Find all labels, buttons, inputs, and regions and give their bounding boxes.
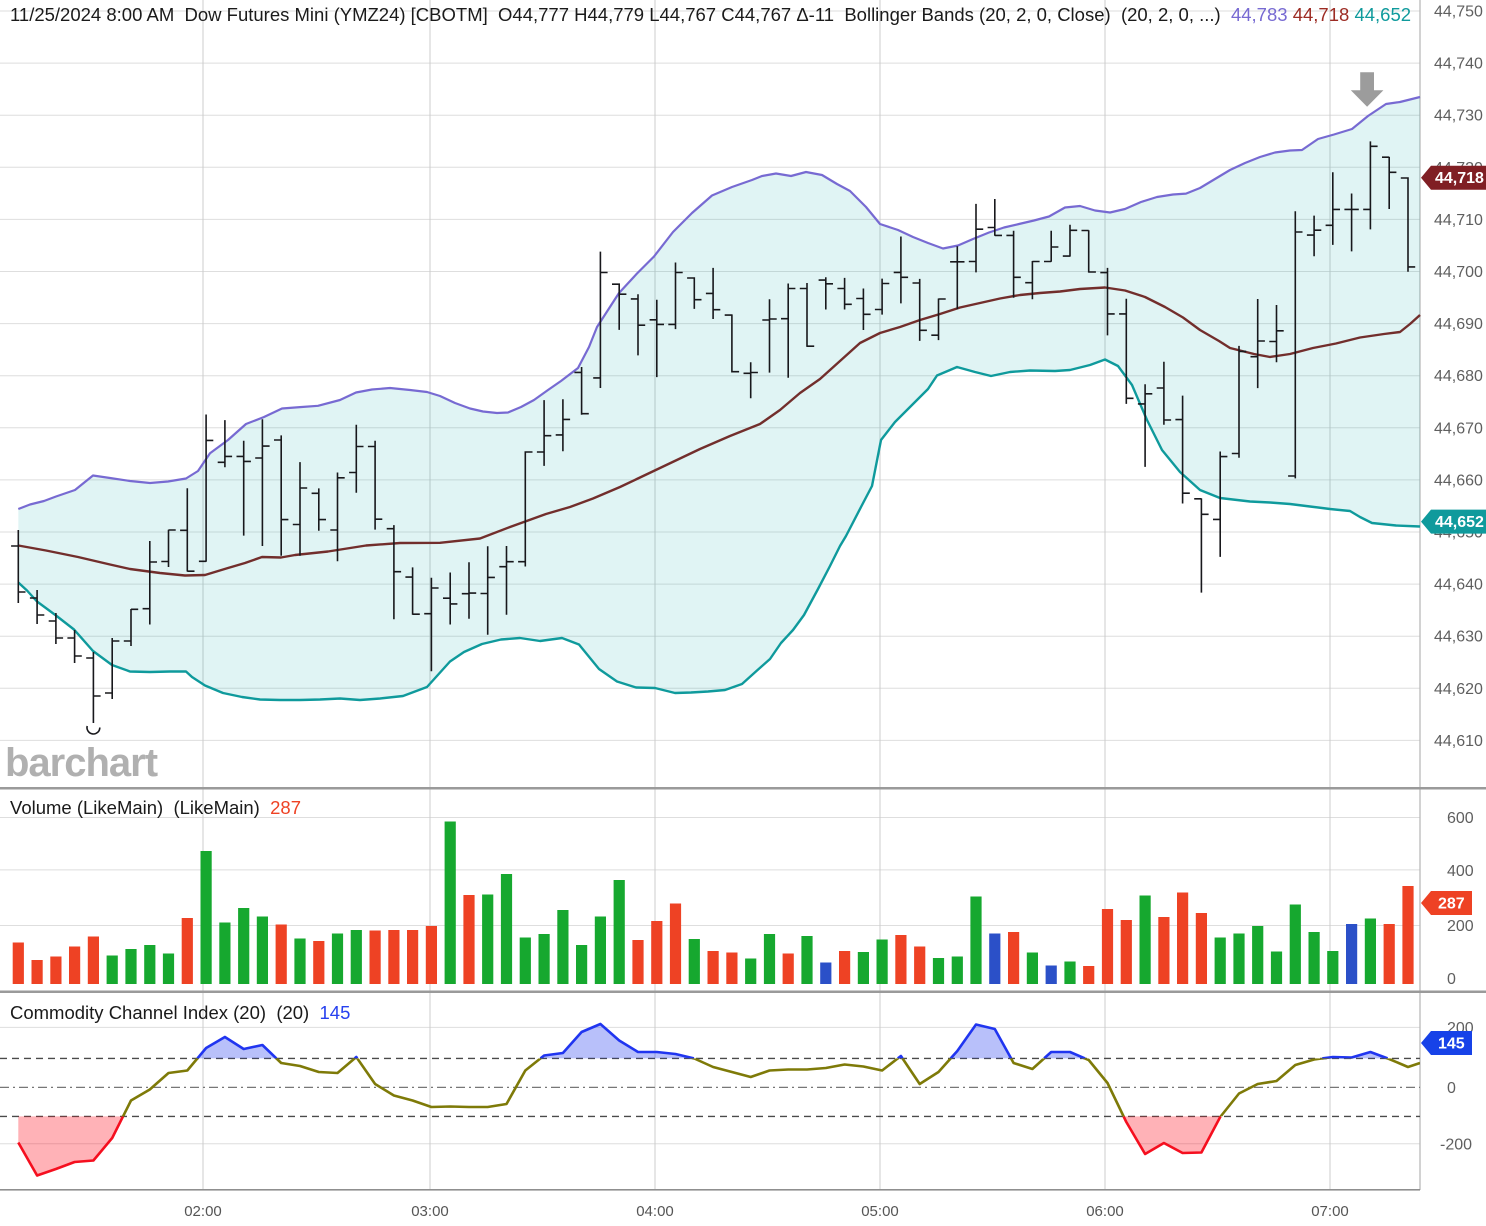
- svg-text:44,730: 44,730: [1434, 108, 1483, 125]
- svg-text:11/25/2024 8:00 AM Dow Future: 11/25/2024 8:00 AM Dow Futures Mini (YMZ…: [10, 4, 1411, 25]
- svg-text:44,630: 44,630: [1434, 629, 1483, 646]
- svg-text:44,750: 44,750: [1434, 4, 1483, 21]
- svg-text:-200: -200: [1440, 1137, 1472, 1154]
- svg-text:03:00: 03:00: [411, 1203, 449, 1220]
- svg-text:44,718: 44,718: [1435, 170, 1484, 187]
- svg-text:07:00: 07:00: [1311, 1203, 1349, 1220]
- svg-text:0: 0: [1447, 971, 1456, 988]
- svg-text:44,620: 44,620: [1434, 681, 1483, 698]
- svg-text:05:00: 05:00: [861, 1203, 899, 1220]
- svg-text:44,652: 44,652: [1435, 514, 1484, 531]
- svg-text:400: 400: [1447, 863, 1474, 880]
- svg-text:44,680: 44,680: [1434, 368, 1483, 385]
- svg-text:0: 0: [1447, 1080, 1456, 1097]
- svg-text:44,610: 44,610: [1434, 733, 1483, 750]
- svg-text:44,670: 44,670: [1434, 420, 1483, 437]
- svg-text:44,710: 44,710: [1434, 212, 1483, 229]
- svg-text:Volume (LikeMain) (LikeMain): Volume (LikeMain) (LikeMain) 287: [10, 797, 301, 818]
- svg-text:200: 200: [1447, 918, 1474, 935]
- svg-text:44,700: 44,700: [1434, 264, 1483, 281]
- svg-text:02:00: 02:00: [184, 1203, 222, 1220]
- svg-text:600: 600: [1447, 810, 1474, 827]
- svg-text:04:00: 04:00: [636, 1203, 674, 1220]
- svg-text:barchart: barchart: [5, 741, 158, 785]
- svg-text:44,690: 44,690: [1434, 316, 1483, 333]
- svg-text:44,660: 44,660: [1434, 472, 1483, 489]
- svg-text:287: 287: [1438, 896, 1465, 913]
- svg-text:06:00: 06:00: [1086, 1203, 1124, 1220]
- svg-text:44,640: 44,640: [1434, 577, 1483, 594]
- svg-text:Commodity Channel Index (20): Commodity Channel Index (20) (20) 145: [10, 1002, 350, 1023]
- svg-text:145: 145: [1438, 1036, 1465, 1053]
- svg-text:44,740: 44,740: [1434, 56, 1483, 73]
